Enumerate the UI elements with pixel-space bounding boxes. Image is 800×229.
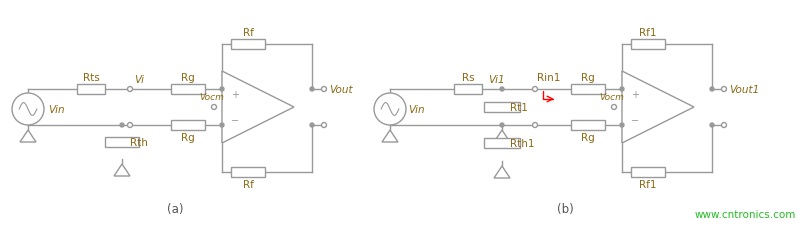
Circle shape [710, 88, 714, 92]
Circle shape [620, 88, 624, 92]
Bar [171, 85, 205, 95]
Text: Vocm: Vocm [199, 93, 225, 101]
Text: Vocm: Vocm [599, 93, 625, 101]
Text: Rg: Rg [581, 73, 595, 83]
Polygon shape [382, 131, 398, 142]
Bar [231, 167, 265, 177]
Bar [484, 138, 520, 148]
Text: Vin: Vin [48, 105, 65, 114]
Text: Rf1: Rf1 [639, 28, 657, 38]
Bar [571, 120, 605, 131]
Circle shape [12, 94, 44, 125]
Circle shape [374, 94, 406, 125]
Text: −: − [231, 115, 239, 125]
Text: Rth: Rth [130, 137, 148, 147]
Text: Vi1: Vi1 [488, 75, 505, 85]
Text: Rs: Rs [462, 73, 474, 83]
Circle shape [533, 87, 538, 92]
Text: Rts: Rts [82, 73, 99, 83]
Polygon shape [622, 72, 694, 143]
Text: Vin: Vin [408, 105, 425, 114]
Polygon shape [222, 72, 294, 143]
Circle shape [322, 87, 326, 92]
Polygon shape [494, 166, 510, 178]
Circle shape [220, 123, 224, 128]
Circle shape [310, 123, 314, 128]
Circle shape [120, 123, 124, 128]
Circle shape [127, 123, 133, 128]
Text: Vi: Vi [134, 75, 144, 85]
Circle shape [220, 88, 224, 92]
Text: Rt1: Rt1 [510, 103, 528, 112]
Circle shape [620, 123, 624, 128]
Circle shape [127, 87, 133, 92]
Bar [484, 103, 520, 112]
Circle shape [710, 123, 714, 128]
Text: Vout: Vout [329, 85, 353, 95]
Circle shape [500, 123, 504, 128]
Text: Rf: Rf [242, 179, 254, 189]
Text: (b): (b) [557, 202, 574, 215]
Text: −: − [631, 115, 639, 125]
Text: +: + [231, 90, 239, 100]
Text: Vout1: Vout1 [729, 85, 759, 95]
Bar [631, 40, 665, 50]
Text: Rf: Rf [242, 28, 254, 38]
Circle shape [322, 123, 326, 128]
Circle shape [722, 87, 726, 92]
Circle shape [310, 88, 314, 92]
Text: Rin1: Rin1 [537, 73, 560, 83]
Circle shape [722, 123, 726, 128]
Bar [631, 167, 665, 177]
Polygon shape [20, 131, 36, 142]
Text: (a): (a) [166, 202, 183, 215]
Text: Rg: Rg [181, 73, 195, 83]
Circle shape [500, 88, 504, 92]
Bar [171, 120, 205, 131]
Bar [454, 85, 482, 95]
Text: +: + [631, 90, 639, 100]
Text: Rg: Rg [181, 132, 195, 142]
Text: Rg: Rg [581, 132, 595, 142]
Polygon shape [114, 164, 130, 176]
Bar [105, 137, 139, 147]
Text: www.cntronics.com: www.cntronics.com [694, 209, 796, 219]
Circle shape [611, 105, 617, 110]
Bar [571, 85, 605, 95]
Text: Rf1: Rf1 [639, 179, 657, 189]
Text: Rth1: Rth1 [510, 138, 534, 148]
Bar [231, 40, 265, 50]
Bar [77, 85, 105, 95]
Circle shape [533, 123, 538, 128]
Polygon shape [494, 131, 510, 142]
Circle shape [211, 105, 217, 110]
